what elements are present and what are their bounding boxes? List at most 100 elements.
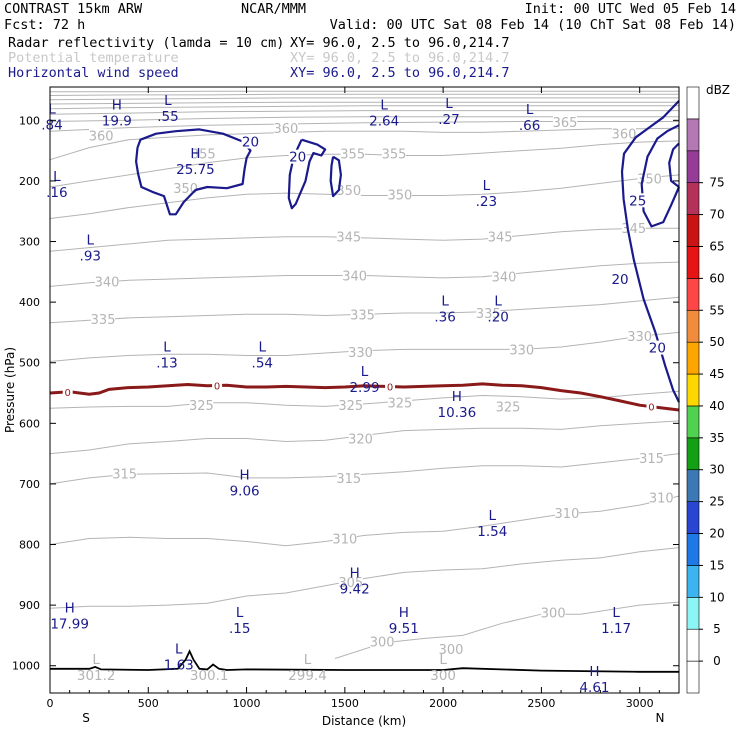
extremum-value: 9.06 xyxy=(230,484,260,500)
extremum-value: 300 xyxy=(430,668,456,684)
colorbar-swatch xyxy=(686,405,700,439)
theta-label-mask xyxy=(387,395,412,409)
extremum-value: .16 xyxy=(46,185,67,201)
theta-contour-label: 350 xyxy=(336,184,361,199)
wind-label-mask xyxy=(288,149,307,164)
theta-contour-315 xyxy=(49,453,680,485)
extremum-kind: L xyxy=(236,605,244,621)
colorbar-label: 75 xyxy=(709,176,724,190)
colorbar-swatch xyxy=(686,660,700,694)
colorbar-swatch xyxy=(686,214,700,247)
x-tick-label: 2000 xyxy=(429,697,457,710)
theta-label-mask xyxy=(541,605,566,619)
theta-contour-label: 300 xyxy=(370,635,395,650)
colorbar-label: 35 xyxy=(709,431,724,445)
colorbar-unit: dBZ xyxy=(706,83,730,97)
theta-contour-label: 355 xyxy=(191,148,216,163)
theta-label-mask xyxy=(332,531,357,545)
extremum-value: 1.63 xyxy=(164,657,194,673)
theta-contour-label: 345 xyxy=(488,231,513,246)
theta-contour-345 xyxy=(49,227,679,252)
theta-label-mask xyxy=(273,121,298,135)
freezing-level-label: 0 xyxy=(214,381,220,392)
y-tick-label: 800 xyxy=(19,539,40,552)
x-tick-label: 3000 xyxy=(626,697,654,710)
theta-contour-label: 325 xyxy=(189,399,214,414)
theta-label-mask xyxy=(338,575,363,589)
freezing-level-label: 0 xyxy=(65,388,71,399)
plot-background xyxy=(50,87,679,693)
x-tick-label: 500 xyxy=(138,697,159,710)
x-axis-south-label: S xyxy=(82,711,90,725)
theta-label-mask xyxy=(649,490,674,504)
theta-label-mask xyxy=(191,146,216,160)
extremum-kind: L xyxy=(92,652,100,668)
wind-label-mask xyxy=(648,340,667,355)
extremum-value: 19.9 xyxy=(102,113,132,129)
theta-contour-300 xyxy=(334,601,680,659)
extremum-value: 299.4 xyxy=(288,668,327,684)
theta-contour-label: 340 xyxy=(95,276,120,291)
colorbar-swatch xyxy=(686,118,700,152)
field-wind-xy: XY= 96.0, 2.5 to 96.0,214.7 xyxy=(290,65,509,81)
extremum-kind: L xyxy=(483,178,491,194)
colorbar-swatch xyxy=(686,341,700,375)
field-theta-name: Potential temperature xyxy=(8,50,179,66)
extremum-kind: L xyxy=(380,97,388,113)
theta-label-mask xyxy=(189,398,214,412)
extremum-value: 1.54 xyxy=(477,524,507,540)
freezing-level: 0 0 0 0 xyxy=(49,379,680,414)
extremum-kind: L xyxy=(48,102,56,118)
theta-contour-label: 310 xyxy=(649,491,674,506)
freezing-label-mask xyxy=(62,385,73,398)
theta-label-mask xyxy=(95,274,120,288)
theta-label-mask xyxy=(338,398,363,412)
colorbar-swatch xyxy=(686,246,700,279)
extremum-kind: L xyxy=(361,364,369,380)
extremum-kind: L xyxy=(304,652,312,668)
theta-contour-label: 345 xyxy=(336,231,361,246)
theta-label-mask xyxy=(387,187,412,201)
extremum-value: .20 xyxy=(487,310,508,326)
extremum-kind: L xyxy=(494,294,502,310)
extremum-kind: H xyxy=(240,468,250,484)
theta-contour-label: 300 xyxy=(541,606,566,621)
theta-contour-label: 325 xyxy=(496,400,521,415)
extremum-value: .66 xyxy=(519,118,540,134)
wind-contour-25 xyxy=(668,142,680,188)
colorbar-swatch xyxy=(686,501,700,534)
extremum-kind: L xyxy=(164,93,172,109)
extremum-value: 17.99 xyxy=(50,616,89,632)
theta-contour-label: 315 xyxy=(112,468,137,483)
extremum-value: 301.2 xyxy=(77,668,116,684)
colorbar-label: 5 xyxy=(713,622,721,636)
theta-label-mask xyxy=(495,399,520,413)
header: CONTRAST 15km ARW NCAR/MMM Init: 00 UTC … xyxy=(4,1,736,81)
theta-contour-420 xyxy=(49,97,679,101)
theta-label-mask xyxy=(611,126,636,140)
y-tick-label: 200 xyxy=(19,175,40,188)
extremum-value: 9.42 xyxy=(340,582,370,598)
extremum-kind: L xyxy=(53,169,61,185)
y-tick-label: 1000 xyxy=(12,660,40,673)
theta-label-mask xyxy=(627,329,652,343)
theta-contour-label: 315 xyxy=(639,452,664,467)
x-axis-north-label: N xyxy=(656,711,665,725)
x-tick-label: 0 xyxy=(47,697,54,710)
theta-contour-label: 335 xyxy=(476,307,501,322)
y-tick-label: 400 xyxy=(19,296,40,309)
extremum-kind: H xyxy=(399,605,409,621)
colorbar-swatch xyxy=(686,182,700,215)
theta-label-mask xyxy=(340,146,365,160)
organization: NCAR/MMM xyxy=(241,1,306,17)
init-time: Init: 00 UTC Wed 05 Feb 14 xyxy=(525,1,736,17)
y-tick-label: 300 xyxy=(19,236,40,249)
theta-label-mask xyxy=(552,115,577,129)
wind-contour-labels: 20 20 25 20 20 xyxy=(241,134,667,357)
colorbar-swatch xyxy=(686,278,700,311)
colorbar-swatch xyxy=(686,309,700,343)
theta-contour-325 xyxy=(49,390,680,409)
y-tick-label: 100 xyxy=(19,114,40,127)
theta-label-mask xyxy=(348,431,373,445)
